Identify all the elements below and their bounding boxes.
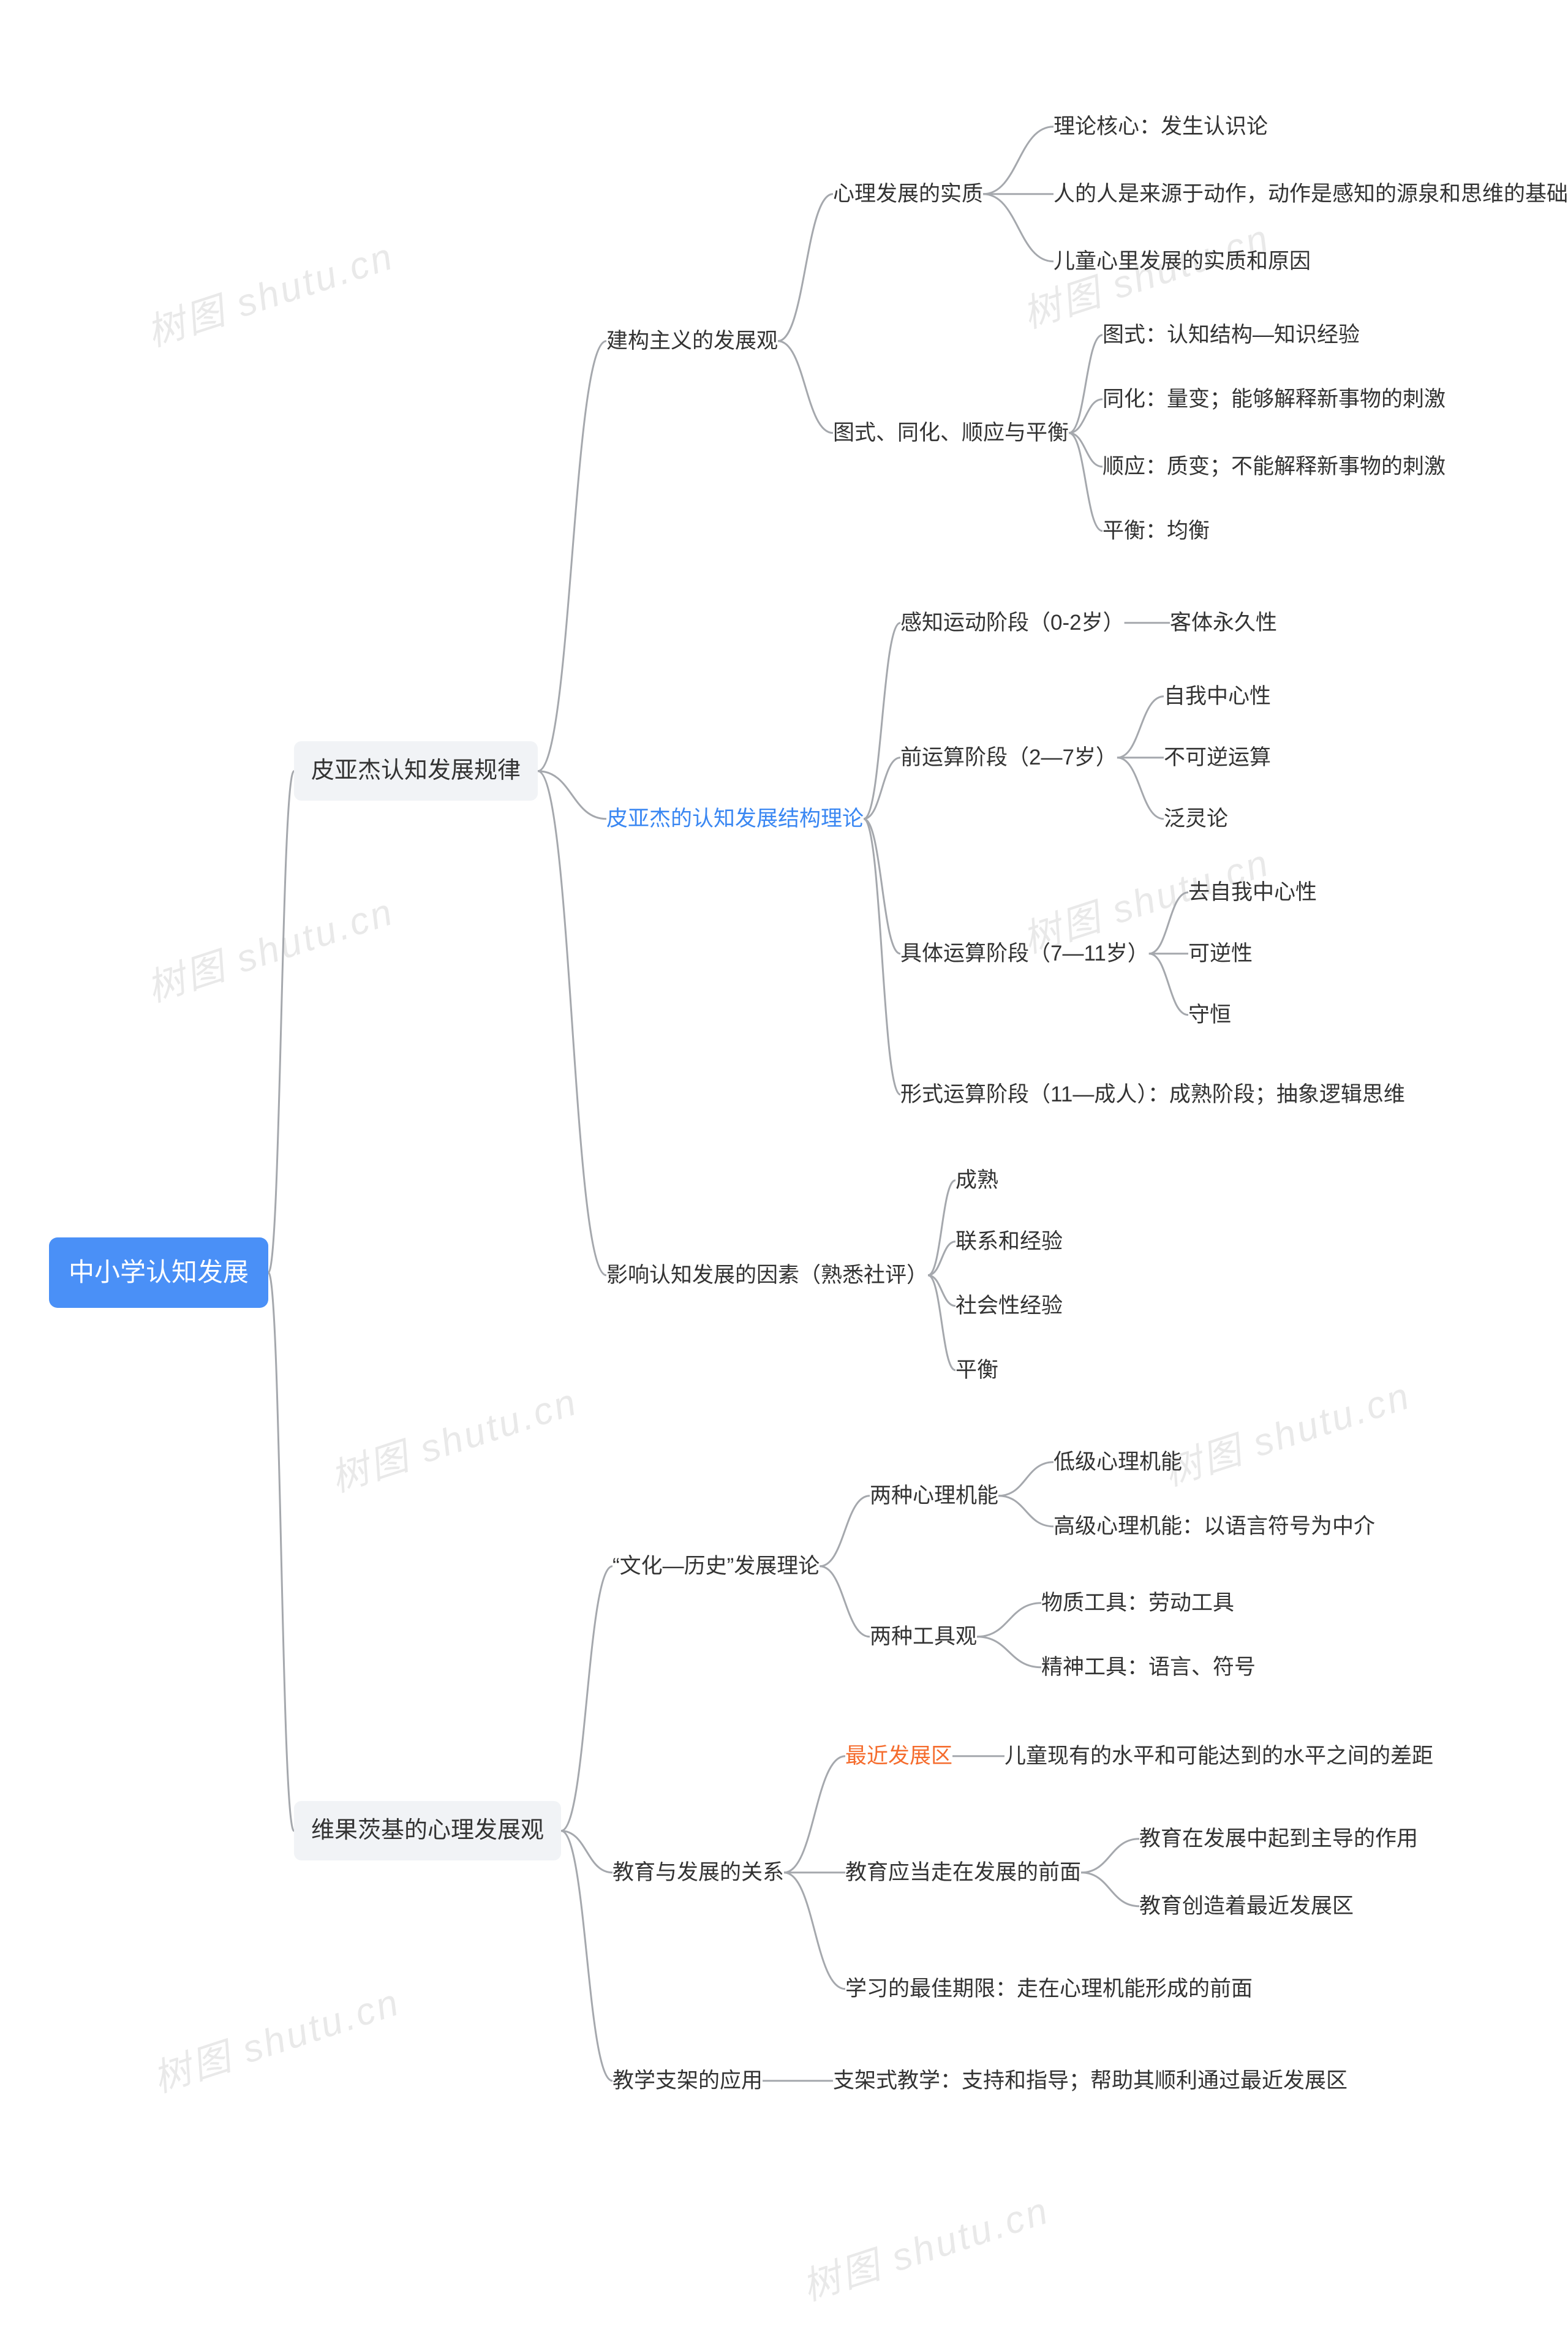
mindmap-node-A2b[interactable]: 同化：量变；能够解释新事物的刺激 bbox=[1102, 383, 1446, 416]
edge bbox=[998, 1496, 1054, 1527]
mindmap-node-F[interactable]: 教学支架的应用 bbox=[612, 2064, 763, 2098]
edge bbox=[983, 194, 1054, 262]
edge bbox=[820, 1566, 870, 1637]
edge bbox=[268, 1272, 294, 1830]
edge bbox=[268, 771, 294, 1273]
mindmap-node-E2b[interactable]: 教育创造着最近发展区 bbox=[1139, 1890, 1354, 1923]
mindmap-node-D2[interactable]: 两种工具观 bbox=[870, 1620, 977, 1653]
mindmap-node-B2[interactable]: 前运算阶段（2—7岁） bbox=[900, 741, 1117, 774]
edge bbox=[864, 758, 900, 819]
edge bbox=[820, 1496, 870, 1566]
edge bbox=[784, 1756, 845, 1873]
mindmap-node-D2b[interactable]: 精神工具：语言、符号 bbox=[1041, 1651, 1256, 1684]
mindmap-node-B3c[interactable]: 守恒 bbox=[1188, 999, 1231, 1032]
mindmap-node-D2a[interactable]: 物质工具：劳动工具 bbox=[1041, 1587, 1234, 1620]
mindmap-node-E[interactable]: 教育与发展的关系 bbox=[612, 1856, 784, 1889]
mindmap-node-C3[interactable]: 社会性经验 bbox=[956, 1289, 1063, 1323]
edge bbox=[778, 341, 833, 433]
edge bbox=[864, 819, 900, 954]
mindmap-node-E3[interactable]: 学习的最佳期限：走在心理机能形成的前面 bbox=[845, 1973, 1253, 2006]
edge bbox=[1117, 697, 1164, 758]
edge bbox=[561, 1831, 612, 2081]
watermark: 树图 shutu.cn bbox=[794, 2179, 1055, 2311]
edge bbox=[1081, 1839, 1139, 1873]
mindmap-node-A1b[interactable]: 人的人是来源于动作，动作是感知的源泉和思维的基础 bbox=[1054, 178, 1568, 211]
mindmap-node-B2a[interactable]: 自我中心性 bbox=[1164, 680, 1271, 713]
edge bbox=[928, 1180, 956, 1275]
mindmap-node-A2c[interactable]: 顺应：质变；不能解释新事物的刺激 bbox=[1102, 450, 1446, 483]
watermark: 树图 shutu.cn bbox=[1155, 1364, 1417, 1496]
mindmap-node-B3a[interactable]: 去自我中心性 bbox=[1188, 876, 1317, 909]
mindmap-canvas: 树图 shutu.cn 树图 shutu.cn 树图 shutu.cn 树图 shut… bbox=[0, 0, 1568, 2326]
edge bbox=[1069, 433, 1102, 467]
edge bbox=[538, 341, 606, 771]
mindmap-node-C2[interactable]: 联系和经验 bbox=[956, 1225, 1063, 1258]
edge bbox=[778, 194, 833, 341]
watermark: 树图 shutu.cn bbox=[138, 225, 400, 357]
edge bbox=[998, 1462, 1054, 1496]
edge bbox=[784, 1873, 845, 1989]
mindmap-node-C4[interactable]: 平衡 bbox=[956, 1354, 998, 1387]
edge bbox=[1081, 1873, 1139, 1906]
mindmap-node-piaget[interactable]: 皮亚杰认知发展规律 bbox=[294, 741, 538, 801]
mindmap-node-D1b[interactable]: 高级心理机能：以语言符号为中介 bbox=[1054, 1510, 1375, 1543]
edge bbox=[538, 771, 606, 819]
edge bbox=[1149, 954, 1188, 1015]
edge bbox=[561, 1566, 612, 1831]
mindmap-node-A1[interactable]: 心理发展的实质 bbox=[833, 178, 983, 211]
mindmap-node-B4[interactable]: 形式运算阶段（11—成人）：成熟阶段；抽象逻辑思维 bbox=[900, 1078, 1405, 1111]
watermark: 树图 shutu.cn bbox=[322, 1370, 584, 1502]
edge bbox=[1069, 399, 1102, 433]
mindmap-node-E1[interactable]: 最近发展区 bbox=[845, 1740, 952, 1773]
mindmap-node-A1c[interactable]: 儿童心里发展的实质和原因 bbox=[1054, 245, 1311, 278]
mindmap-node-A2[interactable]: 图式、同化、顺应与平衡 bbox=[833, 417, 1069, 450]
mindmap-node-E2a[interactable]: 教育在发展中起到主导的作用 bbox=[1139, 1822, 1418, 1856]
edge bbox=[864, 819, 900, 1095]
edge bbox=[928, 1275, 956, 1306]
edge bbox=[1117, 758, 1164, 819]
edge bbox=[864, 623, 900, 819]
edge bbox=[1149, 893, 1188, 954]
watermark: 树图 shutu.cn bbox=[138, 880, 400, 1012]
mindmap-node-D[interactable]: “文化—历史”发展理论 bbox=[612, 1550, 820, 1583]
edge bbox=[928, 1275, 956, 1370]
mindmap-node-B2b[interactable]: 不可逆运算 bbox=[1164, 741, 1271, 774]
mindmap-node-E2[interactable]: 教育应当走在发展的前面 bbox=[845, 1856, 1081, 1889]
mindmap-node-D1[interactable]: 两种心理机能 bbox=[870, 1479, 998, 1512]
mindmap-node-A2a[interactable]: 图式：认知结构—知识经验 bbox=[1102, 319, 1360, 352]
edge bbox=[1069, 335, 1102, 433]
mindmap-node-B3b[interactable]: 可逆性 bbox=[1188, 937, 1253, 970]
mindmap-node-B[interactable]: 皮亚杰的认知发展结构理论 bbox=[606, 802, 864, 836]
edge bbox=[538, 771, 606, 1275]
mindmap-node-B1[interactable]: 感知运动阶段（0-2岁） bbox=[900, 606, 1125, 640]
mindmap-node-B1a[interactable]: 客体永久性 bbox=[1170, 606, 1277, 640]
mindmap-node-A2d[interactable]: 平衡：均衡 bbox=[1102, 515, 1210, 548]
mindmap-node-C1[interactable]: 成熟 bbox=[956, 1164, 998, 1197]
mindmap-node-A[interactable]: 建构主义的发展观 bbox=[606, 325, 778, 358]
edge bbox=[561, 1831, 612, 1873]
mindmap-node-B2c[interactable]: 泛灵论 bbox=[1164, 802, 1228, 836]
edge bbox=[1069, 433, 1102, 531]
mindmap-node-B3[interactable]: 具体运算阶段（7—11岁） bbox=[900, 937, 1149, 970]
mindmap-node-C[interactable]: 影响认知发展的因素（熟悉社评） bbox=[606, 1259, 928, 1292]
edge bbox=[977, 1603, 1041, 1637]
mindmap-node-E1a[interactable]: 儿童现有的水平和可能达到的水平之间的差距 bbox=[1005, 1740, 1433, 1773]
edge bbox=[983, 127, 1054, 194]
mindmap-node-root[interactable]: 中小学认知发展 bbox=[49, 1237, 268, 1308]
mindmap-node-F1[interactable]: 支架式教学：支持和指导；帮助其顺利通过最近发展区 bbox=[833, 2064, 1348, 2098]
watermark: 树图 shutu.cn bbox=[145, 1971, 406, 2102]
edge bbox=[928, 1242, 956, 1275]
mindmap-node-D1a[interactable]: 低级心理机能 bbox=[1054, 1446, 1182, 1479]
mindmap-node-A1a[interactable]: 理论核心：发生认识论 bbox=[1054, 110, 1268, 143]
edge bbox=[977, 1637, 1041, 1667]
mindmap-node-vyg[interactable]: 维果茨基的心理发展观 bbox=[294, 1801, 561, 1860]
